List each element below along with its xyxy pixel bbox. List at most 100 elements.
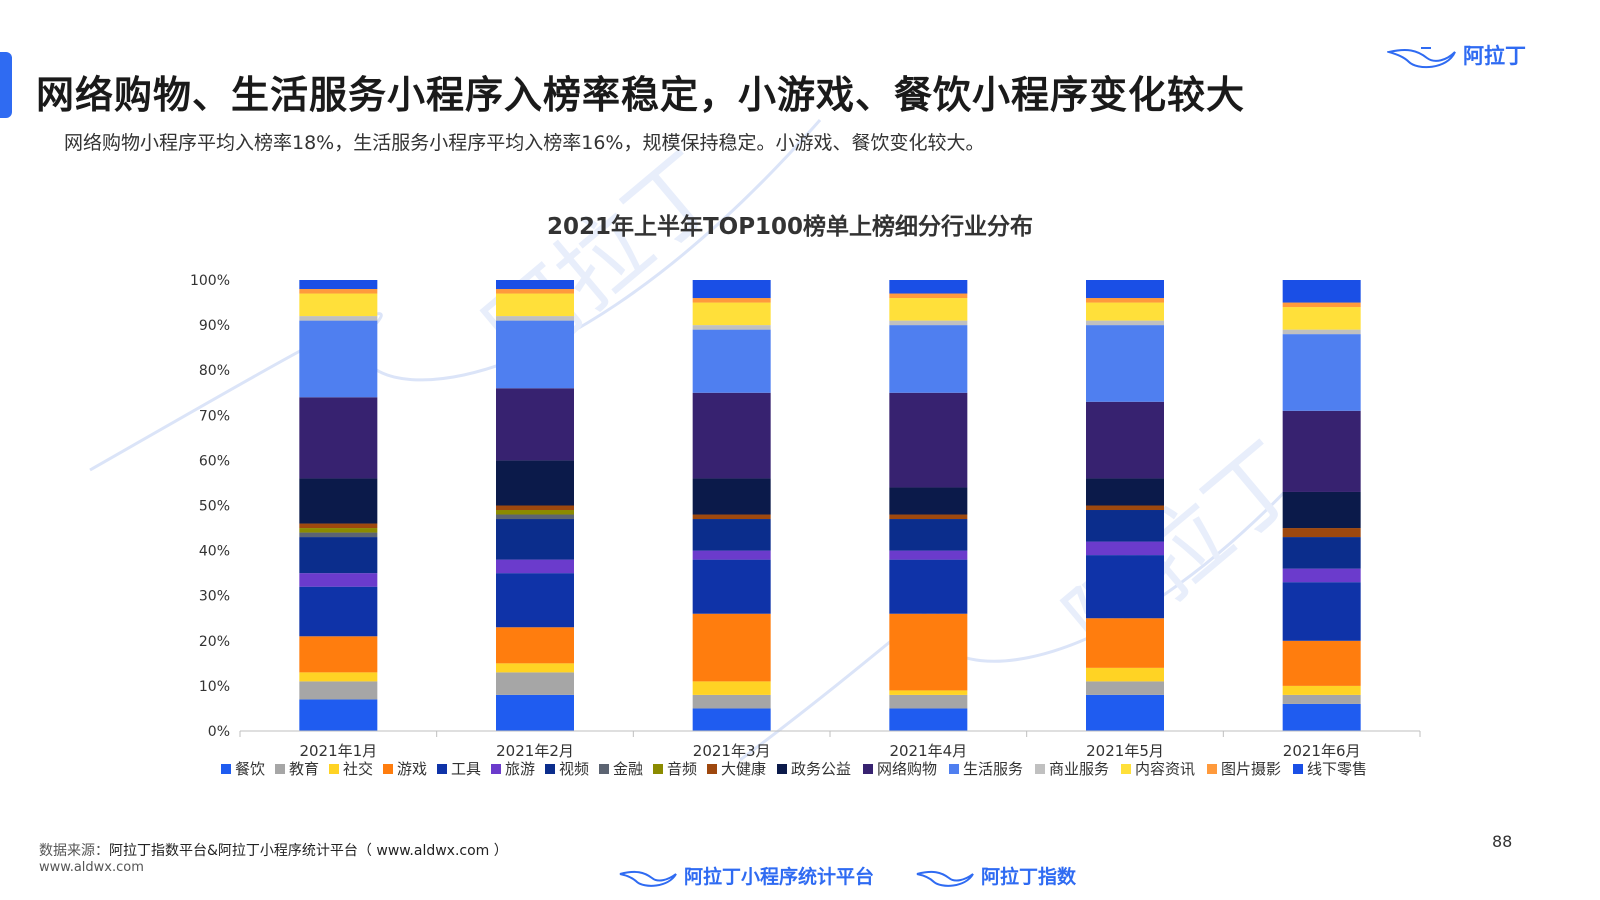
bar-segment [1086, 401, 1164, 479]
bar-segment [1086, 302, 1164, 321]
x-tick-label: 2021年4月 [889, 742, 967, 760]
bar-segment [889, 320, 968, 326]
legend-label: 教育 [289, 760, 319, 778]
bar-segment [496, 505, 574, 511]
y-tick-label: 100% [190, 273, 230, 289]
bar-segment [496, 293, 574, 317]
bar-segment [1282, 528, 1361, 538]
legend-swatch [383, 764, 393, 774]
bar-segment [889, 293, 968, 299]
bar-segment [692, 694, 771, 709]
bar-segment [692, 708, 771, 731]
legend-swatch [1035, 764, 1045, 774]
bar-segment [692, 519, 771, 551]
brand-name: 阿拉丁 [1463, 44, 1526, 68]
bar-segment [1282, 307, 1361, 330]
legend-swatch [1121, 764, 1131, 774]
bar-segment [1086, 555, 1164, 619]
x-axis: 2021年1月 2021年2月 2021年3月 2021年4月 2021年5月 2021年… [239, 730, 1421, 760]
legend-label: 大健康 [721, 760, 766, 778]
bar-segment [496, 280, 574, 290]
page-number: 88 [1492, 832, 1513, 851]
bars-group [299, 280, 1361, 731]
bar-segment [496, 388, 574, 461]
bar-segment [692, 559, 771, 614]
footer-logo-stats-label: 阿拉丁小程序统计平台 [684, 866, 875, 888]
legend-swatch [707, 764, 717, 774]
bar-segment [1282, 640, 1361, 686]
bar-segment [1282, 685, 1361, 695]
bar-segment [496, 320, 574, 389]
bar-segment [1282, 703, 1361, 731]
source-text: 阿拉丁指数平台&阿拉丁小程序统计平台（ www.aldwx.com ） [109, 843, 508, 859]
y-tick-label: 20% [199, 634, 230, 650]
bar-segment [496, 316, 574, 321]
bar-segment [496, 559, 574, 574]
bar-segment [496, 573, 574, 628]
bar-segment [299, 636, 378, 673]
x-tick-label: 2021年3月 [693, 742, 771, 760]
bar-segment [1282, 537, 1361, 569]
bar-segment [299, 320, 378, 398]
bar-segment [1282, 410, 1361, 492]
legend-swatch [1207, 764, 1217, 774]
bar-segment [496, 519, 574, 560]
bar-segment [889, 487, 968, 515]
legend-label: 商业服务 [1049, 760, 1109, 778]
legend: 餐饮 教育 社交 游戏 工具 旅游 视频 金融 音频 大健康 政务公益 网络购物 生活服务 商业服务 内容资… [221, 760, 1367, 778]
legend-label: 生活服务 [963, 760, 1023, 778]
bar-segment [1282, 582, 1361, 641]
bar-segment [692, 550, 771, 560]
bar-segment [889, 280, 968, 294]
bar-segment [496, 663, 574, 673]
bar-segment [692, 514, 771, 520]
y-tick-label: 30% [199, 589, 230, 605]
bar-segment [496, 460, 574, 506]
bar-segment [299, 523, 378, 529]
y-tick-label: 60% [199, 453, 230, 469]
legend-label: 视频 [559, 760, 589, 778]
site-url: www.aldwx.com [39, 860, 144, 875]
legend-swatch [329, 764, 339, 774]
legend-label: 游戏 [397, 760, 427, 778]
title-accent-bar [0, 52, 12, 118]
bar-segment [889, 613, 968, 691]
data-source: 数据来源：阿拉丁指数平台&阿拉丁小程序统计平台（ www.aldwx.com ） [39, 840, 508, 860]
bar-segment [299, 586, 378, 637]
legend-swatch [221, 764, 231, 774]
legend-swatch [1293, 764, 1303, 774]
footer-logo-index: 阿拉丁指数 [915, 862, 1076, 889]
bar-segment [692, 325, 771, 330]
bar-segment [1086, 505, 1164, 511]
x-tick-label: 2021年1月 [299, 742, 377, 760]
bar-segment [1086, 280, 1164, 299]
bar-segment [889, 519, 968, 551]
bar-segment [1086, 694, 1164, 731]
bar-segment [889, 559, 968, 614]
bar-segment [1086, 541, 1164, 556]
y-tick-label: 70% [199, 408, 230, 424]
bar-segment [692, 280, 771, 299]
legend-label: 线下零售 [1307, 760, 1367, 778]
bar-segment [889, 550, 968, 560]
legend-swatch [777, 764, 787, 774]
legend-label: 旅游 [505, 760, 535, 778]
y-tick-label: 50% [199, 499, 230, 515]
x-tick-label: 2021年5月 [1086, 742, 1164, 760]
legend-label: 工具 [451, 760, 481, 778]
bar-segment [299, 316, 378, 321]
legend-swatch [863, 764, 873, 774]
bar-segment [692, 478, 771, 515]
lamp-icon [619, 870, 677, 887]
bar-segment [889, 325, 968, 393]
y-tick-label: 80% [199, 363, 230, 379]
legend-label: 金融 [613, 760, 643, 778]
footer-logo-stats: 阿拉丁小程序统计平台 [618, 862, 874, 889]
legend-swatch [653, 764, 663, 774]
bar-segment [496, 627, 574, 664]
x-tick-label: 2021年2月 [496, 742, 574, 760]
bar-segment [692, 302, 771, 326]
legend-swatch [275, 764, 285, 774]
bar-segment [1086, 667, 1164, 682]
